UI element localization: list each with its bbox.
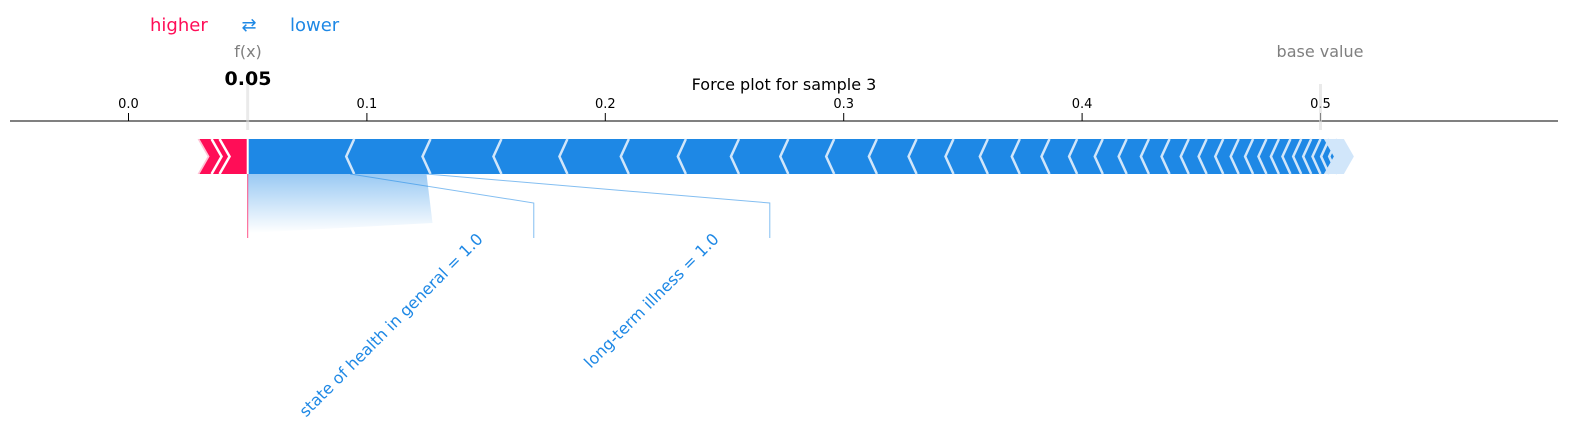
negative-bar-chevron-13 — [1010, 138, 1021, 175]
negative-bar — [247, 139, 1346, 174]
negative-bar-faded-tail — [1323, 139, 1354, 174]
negative-bar-chevron-30 — [1311, 138, 1322, 175]
negative-bar-chevron-19 — [1160, 138, 1171, 175]
negative-bar-chevron-2 — [492, 138, 503, 175]
negative-bar-chevron-32 — [1327, 138, 1339, 175]
negative-bar-chevron-11 — [944, 138, 955, 175]
negative-bar-chevron-28 — [1291, 138, 1303, 175]
x-axis-ticks: 0.00.10.20.30.40.5 — [118, 97, 1331, 121]
negative-bar-chevron-0 — [344, 138, 356, 175]
negative-bar-chevron-20 — [1179, 138, 1190, 175]
negative-bar-chevron-9 — [867, 138, 879, 175]
negative-bar-chevron-15 — [1067, 138, 1079, 175]
x-tick-label-1: 0.1 — [357, 97, 378, 112]
feature-connector-0 — [350, 173, 535, 238]
negative-bar-chevron-1 — [421, 138, 432, 175]
value-guides — [246, 84, 1322, 130]
negative-bar-chevron-7 — [778, 138, 790, 175]
feature-label-0: state of health in general = 1.0 — [295, 229, 486, 420]
negative-bar-chevron-21 — [1197, 138, 1208, 175]
negative-bar-chevron-29 — [1301, 138, 1313, 175]
legend-arrow-icon: ⇄ — [241, 15, 256, 36]
feature-label-1: long-term illness = 1.0 — [580, 229, 722, 371]
negative-bar-chevron-18 — [1139, 138, 1151, 175]
fx-label: f(x) — [234, 42, 262, 61]
negative-bar-chevron-24 — [1243, 138, 1255, 175]
negative-bar-chevron-31 — [1319, 138, 1331, 175]
base-value-label: base value — [1277, 42, 1364, 61]
x-tick-label-4: 0.4 — [1072, 97, 1093, 112]
negative-bar-chevron-17 — [1117, 138, 1128, 175]
negative-bar-chevron-25 — [1257, 138, 1268, 175]
negative-bar-chevron-6 — [729, 138, 741, 175]
x-tick-label-2: 0.2 — [595, 97, 616, 112]
positive-bar-chevron-0 — [210, 138, 223, 175]
feature-shade — [247, 174, 433, 233]
negative-bar-chevron-22 — [1213, 138, 1225, 175]
x-tick-label-0: 0.0 — [118, 97, 139, 112]
positive-bar-chevron-1 — [218, 138, 231, 175]
positive-bar — [199, 139, 248, 174]
negative-bar-chevron-10 — [907, 138, 918, 175]
negative-bar-chevron-26 — [1269, 138, 1281, 175]
chart-title: Force plot for sample 3 — [692, 75, 877, 94]
force-bars — [197, 138, 1354, 175]
negative-bar-chevron-3 — [558, 138, 569, 175]
x-tick-label-3: 0.3 — [833, 97, 854, 112]
legend-lower: lower — [290, 15, 340, 36]
negative-bar-chevron-12 — [978, 138, 989, 175]
fx-value: 0.05 — [225, 68, 272, 90]
legend-higher: higher — [150, 15, 208, 36]
negative-bar-chevron-14 — [1040, 138, 1051, 175]
feature-labels: state of health in general = 1.0 long-ter… — [247, 173, 771, 421]
negative-bar-chevron-27 — [1281, 138, 1292, 175]
negative-bar-chevron-8 — [824, 138, 836, 175]
negative-bar-chevron-5 — [676, 138, 687, 175]
negative-bar-chevron-4 — [619, 138, 630, 175]
feature-connector-1 — [426, 173, 771, 238]
negative-bar-chevron-16 — [1093, 138, 1104, 175]
negative-bar-chevron-23 — [1229, 138, 1240, 175]
